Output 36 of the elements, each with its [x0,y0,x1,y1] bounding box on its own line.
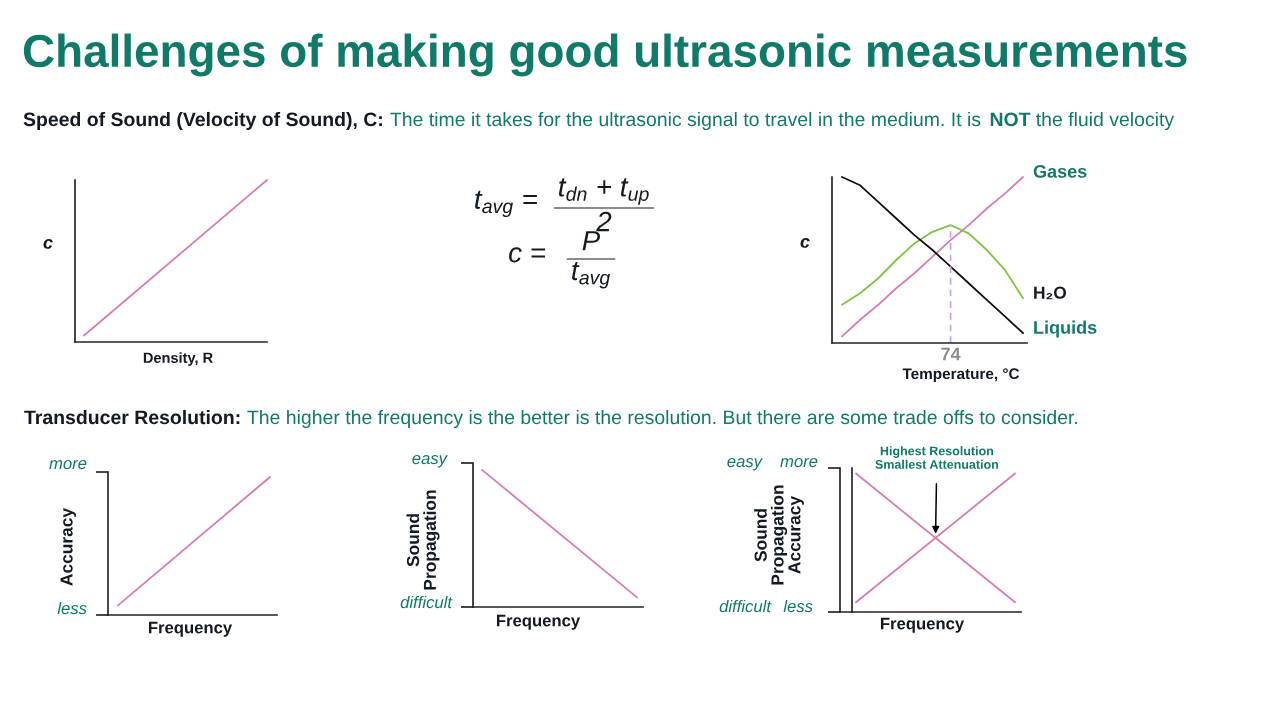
text: 2 [596,211,612,232]
text: t$_{avg}$ [572,262,611,289]
x-axis-title: Frequency [496,614,581,630]
text: The higher the frequency is the better is the resolution. But there are some trade offs to consider. [247,409,1078,429]
annotation: difficult [400,595,453,609]
y-axis-title: Accuracy [60,508,77,586]
text: Transducer Resolution: [24,409,240,425]
y-axis-title: Sound Propagation Accuracy [754,485,804,585]
y-axis-title: c [43,238,53,249]
text: t$_{avg}$ = [475,190,537,218]
text: Speed of Sound (Velocity of Sound), C: [23,111,382,131]
text: t$_{dn}$ + t$_{up}$ [559,178,649,205]
text: The time it takes for the ultrasonic signal to travel in the medium. It is [390,111,981,131]
x-axis-title: Temperature, °C [902,368,1020,383]
text: NOT [990,112,1031,127]
text: P [582,231,601,251]
series-label: Liquids [1034,320,1097,338]
text: Challenges of making good ultrasonic measurements [23,33,1187,77]
text: more [780,458,818,468]
text: c = [509,247,546,263]
text: 74 [941,347,961,361]
series-label: H₂O [1034,286,1067,300]
text: the fluid velocity [1036,111,1175,131]
text: easy [727,458,763,471]
y-axis-title: c [800,237,810,248]
x-axis-title: Frequency [148,621,233,637]
text: more [49,460,87,470]
text: easy [412,455,448,468]
annotation: less [57,601,87,615]
x-axis-title: Frequency [880,617,965,633]
x-axis-title: Density, R [143,352,213,366]
text: Highest Resolution Smallest Attenuation [875,446,999,469]
series-label: Gases [1033,165,1087,178]
y-axis-title: Sound Propagation [406,490,440,590]
text: difficult [719,599,772,613]
annotation: less [783,599,813,613]
